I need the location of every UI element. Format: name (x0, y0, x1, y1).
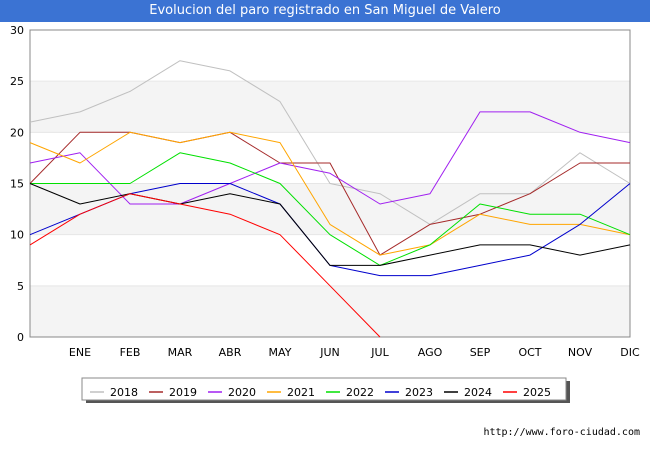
x-tick-labels: ENE FEB MAR ABR MAY JUN JUL AGO SEP OCT NOV DIC (69, 346, 640, 359)
chart-title: Evolucion del paro registrado en San Mig… (0, 0, 650, 22)
background-bands (30, 81, 630, 337)
legend-label-2020: 2020 (228, 386, 256, 399)
x-tick-label: NOV (568, 346, 593, 359)
x-tick-label: FEB (120, 346, 141, 359)
legend-label-2022: 2022 (346, 386, 374, 399)
y-tick-label: 25 (10, 75, 24, 88)
legend-label-2025: 2025 (523, 386, 551, 399)
x-tick-label: JUL (370, 346, 389, 359)
legend-label-2019: 2019 (169, 386, 197, 399)
x-tick-label: ENE (69, 346, 91, 359)
y-tick-label: 20 (10, 126, 24, 139)
x-tick-label: SEP (470, 346, 491, 359)
axes (29, 29, 631, 338)
footer-url: http://www.foro-ciudad.com (483, 427, 640, 438)
y-tick-label: 0 (17, 331, 24, 344)
y-tick-label: 30 (10, 24, 24, 37)
grid-band (30, 183, 630, 235)
y-tick-label: 10 (10, 229, 24, 242)
x-tick-label: AGO (418, 346, 443, 359)
legend-label-2024: 2024 (464, 386, 492, 399)
x-tick-label: ABR (219, 346, 242, 359)
y-tick-label: 15 (10, 178, 24, 191)
y-tick-label: 5 (17, 280, 24, 293)
series-line-2020 (29, 111, 631, 205)
legend: 2018 2019 2020 2021 2022 2023 2024 2025 (81, 377, 570, 403)
legend-box (81, 377, 567, 401)
legend-label-2018: 2018 (110, 386, 138, 399)
x-tick-label: DIC (620, 346, 640, 359)
grid-band (30, 81, 630, 133)
x-tick-label: OCT (518, 346, 541, 359)
legend-label-2021: 2021 (287, 386, 315, 399)
x-tick-label: MAY (269, 346, 292, 359)
series-line-2021 (29, 131, 631, 256)
x-tick-label: JUN (319, 346, 340, 359)
series-line-2022 (30, 152, 631, 266)
series-lines (29, 60, 631, 338)
series-line-2025 (29, 193, 381, 338)
y-tick-labels: 0 5 10 15 20 25 30 (10, 24, 24, 344)
grid-band (30, 285, 630, 337)
legend-label-2023: 2023 (405, 386, 433, 399)
x-tick-label: MAR (168, 346, 193, 359)
